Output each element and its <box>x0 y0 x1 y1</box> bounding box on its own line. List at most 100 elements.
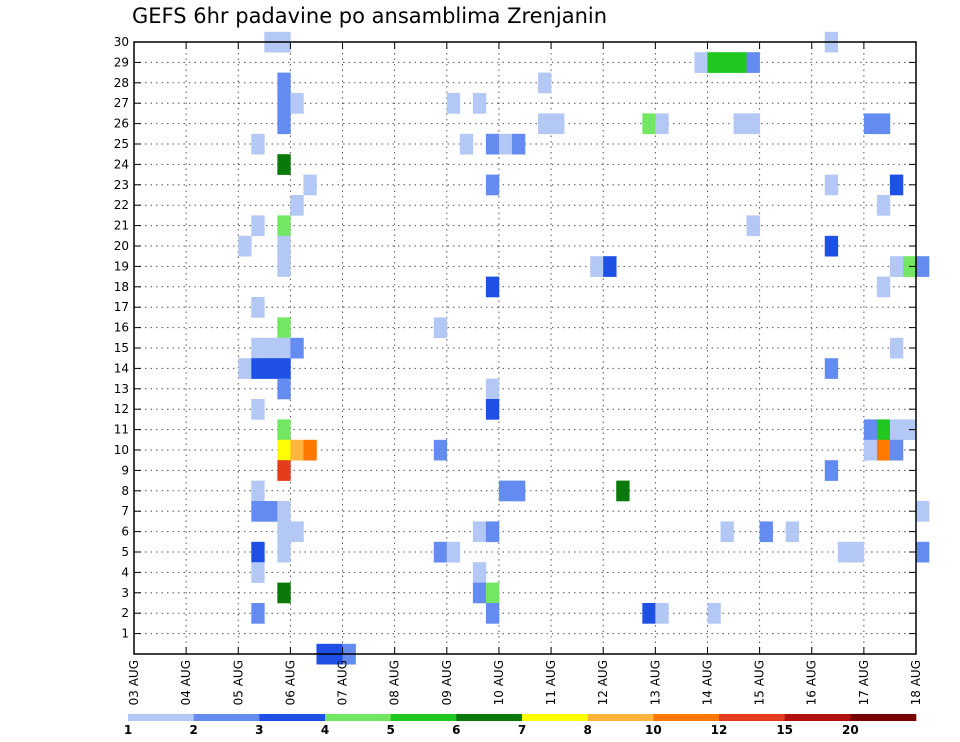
data-cell <box>485 603 500 624</box>
data-cell <box>485 378 500 400</box>
y-tick-label: 8 <box>121 484 129 498</box>
data-cell <box>277 113 291 135</box>
y-tick-label: 3 <box>121 586 129 600</box>
data-cell <box>863 419 878 441</box>
data-cell <box>303 174 317 196</box>
data-cell <box>290 93 304 114</box>
y-tick-label: 22 <box>114 198 129 212</box>
y-axis-labels: 1234567891011121314151617181920212223242… <box>114 35 129 641</box>
data-cell <box>251 337 265 359</box>
x-tick-label: 16 AUG <box>805 660 819 705</box>
colorbar-label: 6 <box>452 723 460 737</box>
x-tick-label: 03 AUG <box>127 660 141 705</box>
data-cell <box>472 521 487 543</box>
y-tick-label: 2 <box>121 606 129 620</box>
x-tick-label: 15 AUG <box>753 660 767 705</box>
data-cell <box>889 256 904 277</box>
y-tick-label: 24 <box>114 157 129 171</box>
data-cell <box>916 541 930 563</box>
data-cell <box>264 358 278 379</box>
y-tick-label: 4 <box>121 565 129 579</box>
data-cell <box>511 133 526 155</box>
colorbar-swatch <box>587 714 654 721</box>
data-cell <box>824 460 839 481</box>
colorbar-swatch <box>193 714 260 721</box>
data-cell <box>277 358 291 379</box>
colorbar-label: 8 <box>583 723 591 737</box>
colorbar-swatch <box>522 714 588 721</box>
data-cell <box>290 521 304 543</box>
y-tick-label: 23 <box>114 178 129 192</box>
data-cell <box>694 52 708 73</box>
x-tick-label: 04 AUG <box>179 660 193 705</box>
x-tick-label: 18 AUG <box>909 660 923 705</box>
data-cell <box>759 521 773 543</box>
data-cell <box>616 480 630 502</box>
data-cell <box>290 337 304 359</box>
data-cell <box>251 501 265 522</box>
data-cell <box>446 541 461 563</box>
data-cell <box>733 52 747 73</box>
data-cell <box>251 215 265 237</box>
data-cell <box>290 439 304 461</box>
data-cell <box>277 235 291 257</box>
y-tick-label: 14 <box>114 361 129 375</box>
data-cell <box>498 480 513 502</box>
data-cell <box>876 276 891 298</box>
data-cell <box>277 72 291 94</box>
y-tick-label: 6 <box>121 525 129 539</box>
data-cell <box>277 541 291 563</box>
colorbar-label: 7 <box>518 723 526 737</box>
data-cell <box>290 195 304 216</box>
y-tick-label: 5 <box>121 545 129 559</box>
data-cell <box>824 174 839 196</box>
colorbar-label: 12 <box>711 723 728 737</box>
data-cell <box>303 439 317 461</box>
data-cell <box>889 174 904 196</box>
data-cell <box>889 419 904 441</box>
data-cell <box>277 154 291 175</box>
x-tick-label: 13 AUG <box>648 660 662 705</box>
colorbar-label: 20 <box>842 723 859 737</box>
data-cell <box>251 358 265 379</box>
x-tick-label: 09 AUG <box>440 660 454 705</box>
data-cell <box>485 582 500 604</box>
data-cell <box>916 501 930 522</box>
data-cell <box>277 521 291 543</box>
data-cell <box>472 93 487 114</box>
data-cell <box>538 113 552 135</box>
data-cell <box>863 113 878 135</box>
data-cell <box>850 541 865 563</box>
data-cell <box>538 72 552 94</box>
data-cell <box>433 541 448 563</box>
data-cell <box>251 603 265 624</box>
data-cell <box>277 460 291 481</box>
data-cell <box>720 521 734 543</box>
data-cell <box>889 337 904 359</box>
data-cell <box>277 419 291 441</box>
data-cell <box>655 113 669 135</box>
data-cell <box>863 439 878 461</box>
data-cell <box>720 52 734 73</box>
data-cell <box>498 133 513 155</box>
colorbar-swatch <box>784 714 851 721</box>
data-cell <box>277 256 291 277</box>
data-cell <box>251 297 265 318</box>
colorbar-swatch <box>719 714 785 721</box>
colorbar-swatch <box>128 714 194 721</box>
data-cell <box>876 195 891 216</box>
colorbar-swatch <box>456 714 523 721</box>
x-tick-label: 08 AUG <box>388 660 402 705</box>
data-cell <box>916 256 930 277</box>
x-tick-label: 14 AUG <box>700 660 714 705</box>
y-tick-label: 29 <box>114 55 129 69</box>
y-tick-label: 1 <box>121 627 129 641</box>
colorbar: 1 2 3 4 5 6 7 8 10 12 15 20 <box>124 714 917 737</box>
data-cell <box>590 256 604 277</box>
colorbar-swatch <box>850 714 917 721</box>
y-tick-label: 18 <box>114 280 129 294</box>
data-cell <box>251 541 265 563</box>
y-tick-label: 9 <box>121 463 129 477</box>
data-cell <box>251 399 265 420</box>
